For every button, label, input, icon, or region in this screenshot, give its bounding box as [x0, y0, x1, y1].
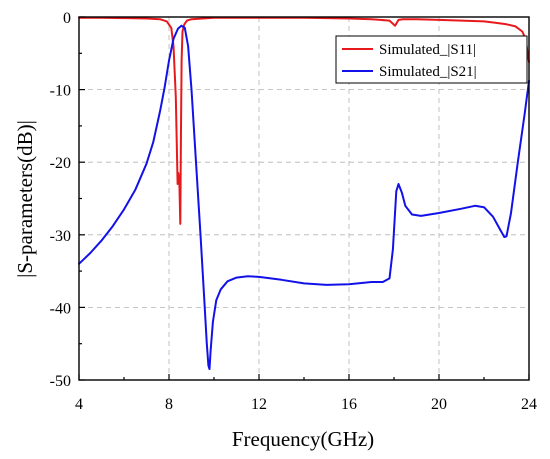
legend-label-s21: Simulated_|S21|	[379, 64, 477, 80]
y-tick-label: -20	[50, 155, 71, 172]
y-tick-label: -40	[50, 300, 71, 317]
x-tick-label: 16	[341, 396, 357, 413]
tick-labels: 4 8 12 16 20 24 0 -10 -20 -30 -40 -50	[50, 10, 537, 413]
grid-lines	[79, 17, 529, 380]
x-tick-label: 12	[251, 396, 267, 413]
series-layer	[78, 16, 530, 371]
y-tick-label: -10	[50, 83, 71, 100]
series-line-s21	[78, 24, 530, 371]
y-tick-label: -50	[50, 373, 71, 390]
y-tick-label: -30	[50, 228, 71, 245]
x-tick-label: 4	[75, 396, 83, 413]
series-line-s11	[78, 16, 530, 225]
axis-ticks	[78, 16, 530, 381]
x-axis-title: Frequency(GHz)	[232, 427, 374, 451]
x-tick-label: 24	[521, 396, 537, 413]
legend: Simulated_|S11| Simulated_|S21|	[335, 35, 528, 84]
legend-box	[335, 35, 528, 84]
legend-label-s11: Simulated_|S11|	[379, 42, 476, 58]
y-axis-title: |S-parameters(dB)|	[13, 120, 37, 278]
x-tick-label: 20	[431, 396, 447, 413]
y-tick-label: 0	[63, 10, 71, 27]
x-tick-label: 8	[165, 396, 173, 413]
